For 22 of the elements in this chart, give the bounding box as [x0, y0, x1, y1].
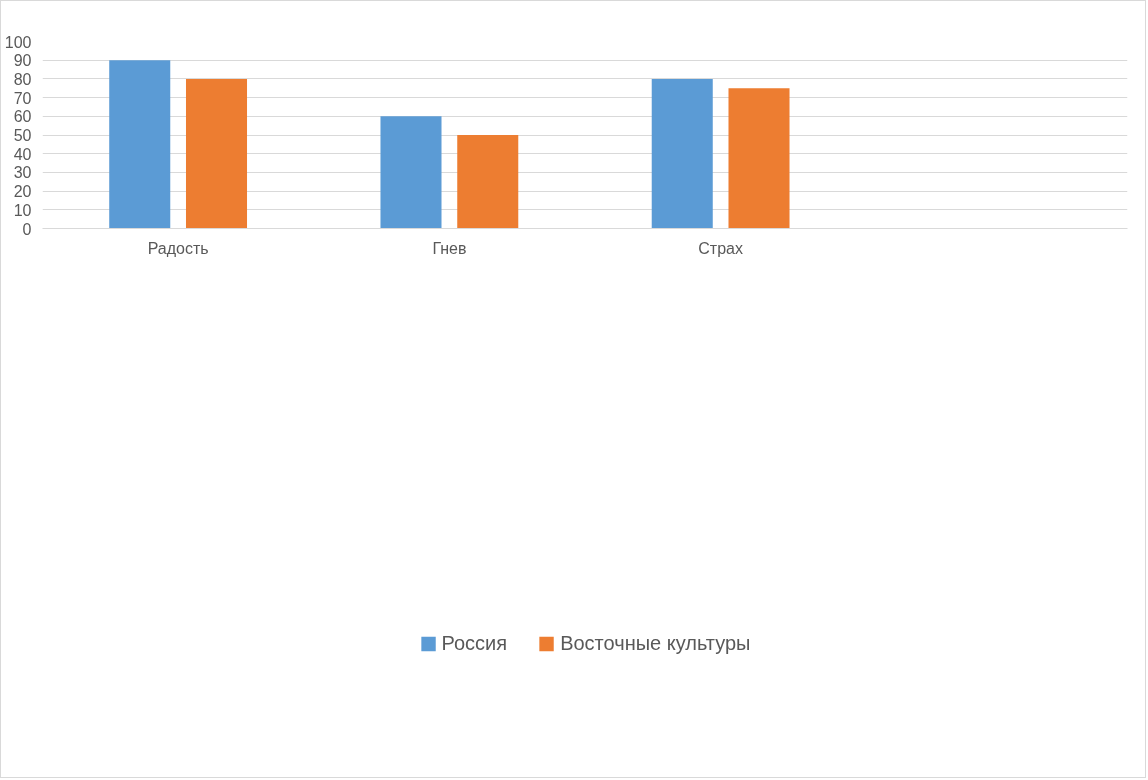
x-tick-label: Гнев [432, 239, 467, 257]
bar [109, 60, 171, 229]
x-tick-label: Страх [698, 239, 743, 257]
bar [728, 88, 790, 229]
y-tick-label: 90 [13, 52, 32, 70]
bar [651, 78, 713, 229]
y-tick-label: 0 [22, 220, 32, 238]
y-tick-label: 10 [13, 201, 32, 219]
y-tick-label: 60 [13, 108, 32, 126]
x-tick-label: Радость [147, 239, 209, 257]
y-tick-label: 30 [13, 164, 32, 182]
legend-label: Россия [441, 631, 508, 655]
bar [185, 78, 248, 229]
legend-label: Восточные культуры [560, 631, 751, 655]
y-tick-label: 40 [13, 145, 32, 163]
y-tick-label: 70 [13, 89, 32, 107]
y-tick-label: 20 [13, 183, 32, 201]
bar [380, 116, 442, 229]
y-tick-label: 80 [13, 70, 32, 88]
y-tick-label: 100 [4, 33, 32, 51]
y-tick-label: 50 [13, 127, 32, 144]
bar [457, 135, 519, 229]
